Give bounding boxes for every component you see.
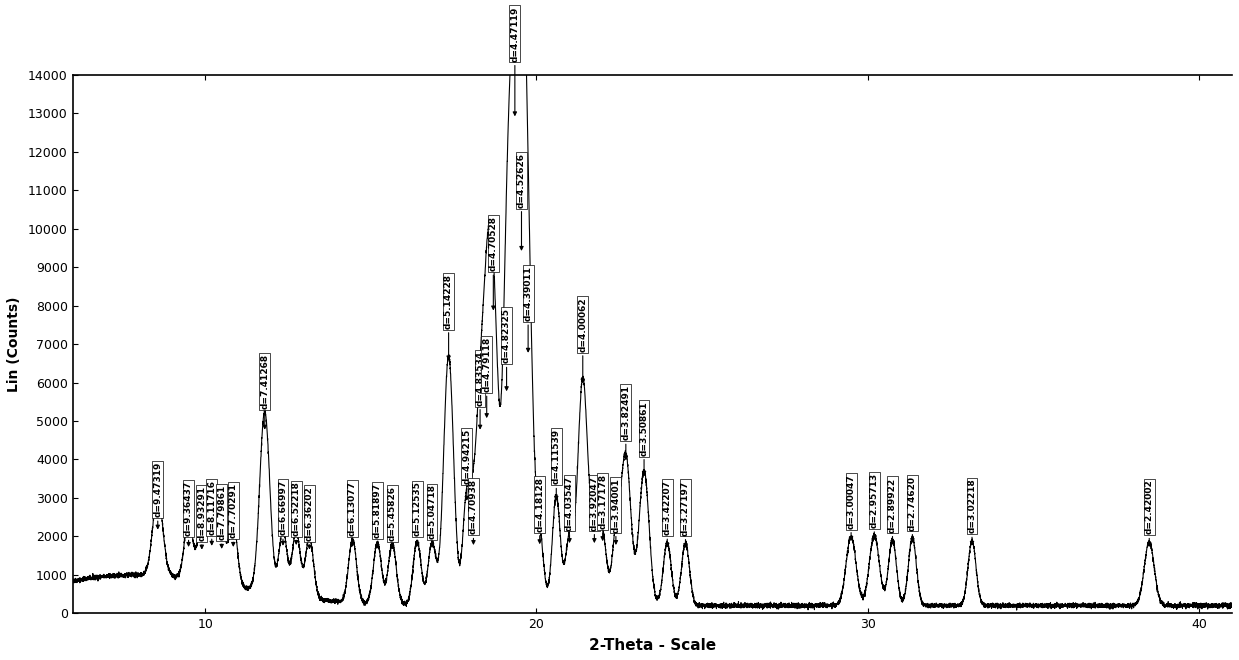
Text: d=2.89922: d=2.89922 [888,477,897,544]
Text: d=4.47119: d=4.47119 [510,6,519,115]
Text: d=5.81897: d=5.81897 [373,483,382,548]
Text: d=4.70528: d=4.70528 [489,216,498,310]
X-axis label: 2-Theta - Scale: 2-Theta - Scale [589,638,716,653]
Text: d=3.92047: d=3.92047 [590,475,598,542]
Text: d=8.93291: d=8.93291 [197,486,207,548]
Text: d=3.17178: d=3.17178 [598,473,607,540]
Text: d=4.94215: d=4.94215 [462,429,471,500]
Text: d=3.42207: d=3.42207 [663,480,672,546]
Text: d=5.04718: d=5.04718 [427,484,436,547]
Text: d=3.50861: d=3.50861 [639,401,648,475]
Text: d=5.14228: d=5.14228 [444,274,453,359]
Text: d=4.03547: d=4.03547 [565,475,574,542]
Text: d=4.83534: d=4.83534 [476,350,484,428]
Text: d=7.70291: d=7.70291 [229,483,238,546]
Text: d=9.47319: d=9.47319 [154,462,162,529]
Text: d=3.02218: d=3.02218 [968,478,976,544]
Text: d=4.18128: d=4.18128 [535,477,544,543]
Text: d=4.11539: d=4.11539 [551,430,561,500]
Text: d=8.11716: d=8.11716 [207,480,217,544]
Text: d=9.36437: d=9.36437 [185,481,193,546]
Text: d=2.95713: d=2.95713 [870,473,878,539]
Text: d=4.70938: d=4.70938 [468,479,478,544]
Text: d=5.45826: d=5.45826 [388,486,396,548]
Text: d=4.39011: d=4.39011 [524,266,533,352]
Text: d=6.66997: d=6.66997 [279,480,287,544]
Text: d=3.00047: d=3.00047 [846,474,856,540]
Text: d=6.13077: d=6.13077 [348,481,357,546]
Text: d=4.52626: d=4.52626 [517,152,527,249]
Text: d=6.52218: d=6.52218 [291,482,301,544]
Text: d=4.00062: d=4.00062 [579,297,587,382]
Text: d=3.27197: d=3.27197 [681,480,690,547]
Text: d=7.41268: d=7.41268 [260,354,269,428]
Y-axis label: Lin (Counts): Lin (Counts) [7,296,21,392]
Text: d=7.79861: d=7.79861 [217,485,227,548]
Text: d=6.36202: d=6.36202 [305,486,313,548]
Text: d=4.82325: d=4.82325 [502,308,510,390]
Text: d=4.79118: d=4.79118 [482,337,491,417]
Text: d=2.74620: d=2.74620 [908,476,917,542]
Text: d=3.82491: d=3.82491 [621,385,631,459]
Text: d=2.42002: d=2.42002 [1145,480,1154,546]
Text: d=5.12535: d=5.12535 [413,482,421,546]
Text: d=3.94001: d=3.94001 [611,478,621,544]
